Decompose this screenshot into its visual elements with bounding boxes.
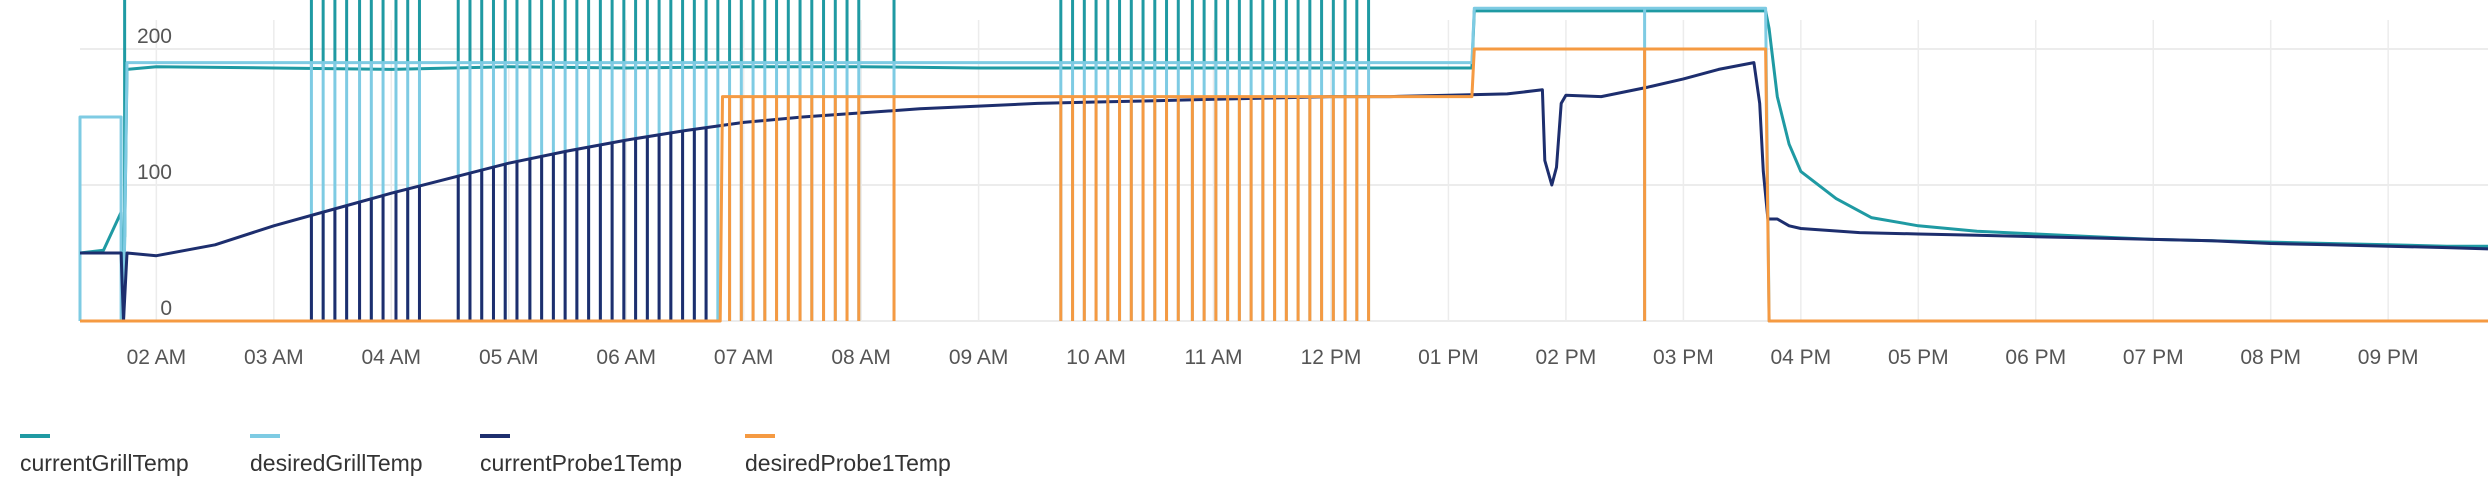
legend-item-desiredgrilltemp[interactable]: desiredGrillTemp xyxy=(230,420,460,490)
x-tick-label: 11 AM xyxy=(1185,346,1243,369)
legend-item-currentgrilltemp[interactable]: currentGrillTemp xyxy=(0,420,230,490)
y-axis: 0 100 200 xyxy=(137,25,172,320)
chart-canvas: 0 100 200 02 AM 03 AM 04 AM 05 AM 06 AM 07 AM 08… xyxy=(78,0,2488,369)
legend-item-desiredprobe1temp[interactable]: desiredProbe1Temp xyxy=(725,420,985,490)
grid-lines xyxy=(80,20,2488,322)
x-tick-label: 01 PM xyxy=(1418,346,1479,369)
x-tick-label: 06 PM xyxy=(2005,346,2066,369)
series-line-currentprobe1temp xyxy=(80,61,2488,323)
legend-label: desiredGrillTemp xyxy=(250,450,423,476)
legend-label: currentGrillTemp xyxy=(20,450,189,476)
legend-swatch xyxy=(480,434,510,438)
x-tick-label: 07 PM xyxy=(2123,346,2184,369)
x-tick-label: 07 AM xyxy=(714,346,774,369)
x-tick-label: 10 AM xyxy=(1066,346,1126,369)
x-tick-label: 09 PM xyxy=(2358,346,2419,369)
x-tick-label: 04 PM xyxy=(1770,346,1831,369)
legend-swatch xyxy=(20,434,50,438)
y-tick-label: 0 xyxy=(160,297,172,320)
x-tick-label: 08 PM xyxy=(2240,346,2301,369)
legend-swatch xyxy=(250,434,280,438)
x-tick-label: 05 PM xyxy=(1888,346,1949,369)
chart-legend: currentGrillTemp desiredGrillTemp curren… xyxy=(0,420,1400,490)
legend-label: currentProbe1Temp xyxy=(480,450,682,476)
series-line-desiredprobe1temp xyxy=(80,47,2488,323)
x-tick-label: 09 AM xyxy=(949,346,1009,369)
x-axis: 02 AM 03 AM 04 AM 05 AM 06 AM 07 AM 08 AM 09 AM… xyxy=(127,346,2419,369)
x-tick-label: 03 AM xyxy=(244,346,304,369)
series-spikes-desiredprobe1temp xyxy=(728,49,1647,321)
series-spikes-currentgrilltemp xyxy=(123,0,1371,238)
legend-label: desiredProbe1Temp xyxy=(745,450,951,476)
x-tick-label: 03 PM xyxy=(1653,346,1714,369)
x-tick-label: 02 PM xyxy=(1536,346,1597,369)
y-tick-label: 100 xyxy=(137,161,172,184)
series-line-desiredgrilltemp xyxy=(78,6,2488,323)
x-tick-label: 02 AM xyxy=(127,346,187,369)
series-spikes-currentprobe1temp xyxy=(309,127,708,321)
y-tick-label: 200 xyxy=(137,25,172,48)
x-tick-label: 08 AM xyxy=(831,346,891,369)
x-tick-label: 06 AM xyxy=(596,346,656,369)
legend-swatch xyxy=(745,434,775,438)
x-tick-label: 12 PM xyxy=(1301,346,1362,369)
series-lines xyxy=(78,0,2488,323)
x-tick-label: 04 AM xyxy=(362,346,422,369)
legend-item-currentprobe1temp[interactable]: currentProbe1Temp xyxy=(460,420,720,490)
series-line-currentgrilltemp xyxy=(79,9,2488,323)
x-tick-label: 05 AM xyxy=(479,346,539,369)
